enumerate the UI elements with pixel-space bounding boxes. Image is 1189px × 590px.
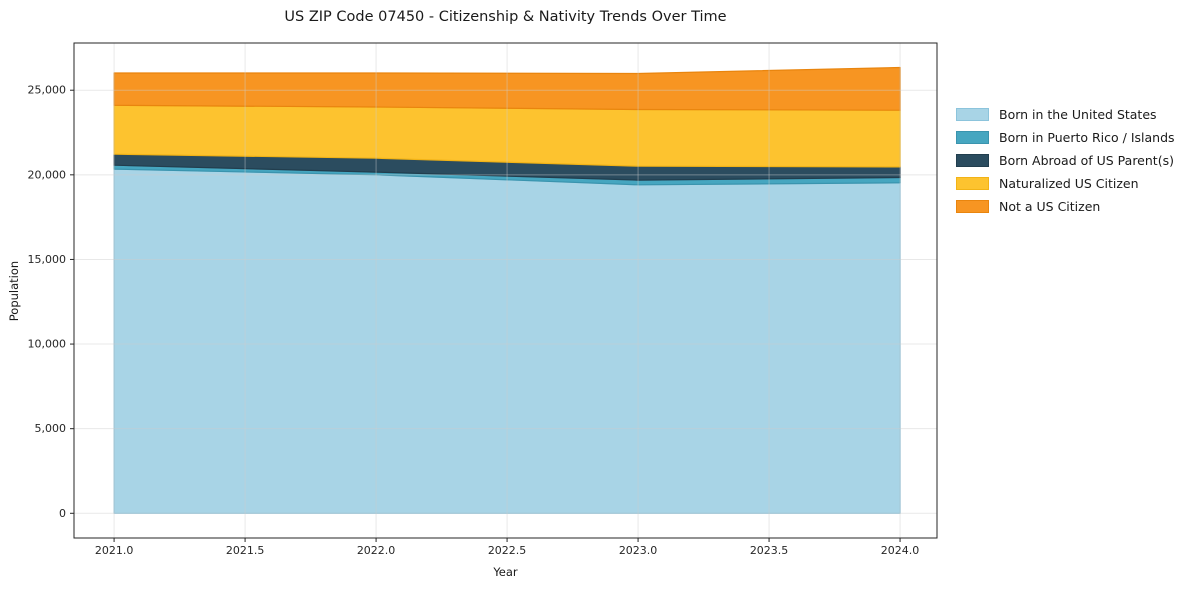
legend-item-0: Born in the United States bbox=[956, 103, 1175, 126]
chart-title: US ZIP Code 07450 - Citizenship & Nativi… bbox=[284, 9, 727, 25]
x-tick-label: 2021.0 bbox=[95, 544, 134, 557]
y-tick-label: 20,000 bbox=[28, 168, 67, 181]
legend-item-1: Born in Puerto Rico / Islands bbox=[956, 126, 1175, 149]
legend-swatch bbox=[956, 200, 989, 213]
x-tick-label: 2024.0 bbox=[881, 544, 920, 557]
x-tick-label: 2023.0 bbox=[619, 544, 658, 557]
y-axis-label: Population bbox=[7, 260, 21, 322]
plot-border bbox=[73, 42, 938, 539]
legend-label: Born Abroad of US Parent(s) bbox=[999, 153, 1174, 168]
area-series-4 bbox=[113, 66, 901, 111]
legend-swatch bbox=[956, 108, 989, 121]
y-tick-label: 5,000 bbox=[35, 422, 67, 435]
x-tick-label: 2022.5 bbox=[488, 544, 527, 557]
legend-item-2: Born Abroad of US Parent(s) bbox=[956, 149, 1175, 172]
x-tick-label: 2023.5 bbox=[750, 544, 789, 557]
x-tick-label: 2021.5 bbox=[226, 544, 265, 557]
x-tick-label: 2022.0 bbox=[357, 544, 396, 557]
legend-label: Born in the United States bbox=[999, 107, 1157, 122]
y-tick-label: 15,000 bbox=[28, 253, 67, 266]
legend-swatch bbox=[956, 177, 989, 190]
y-tick-label: 25,000 bbox=[28, 84, 67, 97]
legend-swatch bbox=[956, 154, 989, 167]
legend-swatch bbox=[956, 131, 989, 144]
x-axis-label: Year bbox=[493, 565, 518, 579]
y-tick-label: 0 bbox=[59, 507, 66, 520]
legend-item-3: Naturalized US Citizen bbox=[956, 172, 1175, 195]
legend-label: Naturalized US Citizen bbox=[999, 176, 1139, 191]
legend: Born in the United States Born in Puerto … bbox=[956, 103, 1175, 218]
legend-label: Born in Puerto Rico / Islands bbox=[999, 130, 1175, 145]
legend-label: Not a US Citizen bbox=[999, 199, 1101, 214]
y-tick-label: 10,000 bbox=[28, 338, 67, 351]
legend-item-4: Not a US Citizen bbox=[956, 195, 1175, 218]
